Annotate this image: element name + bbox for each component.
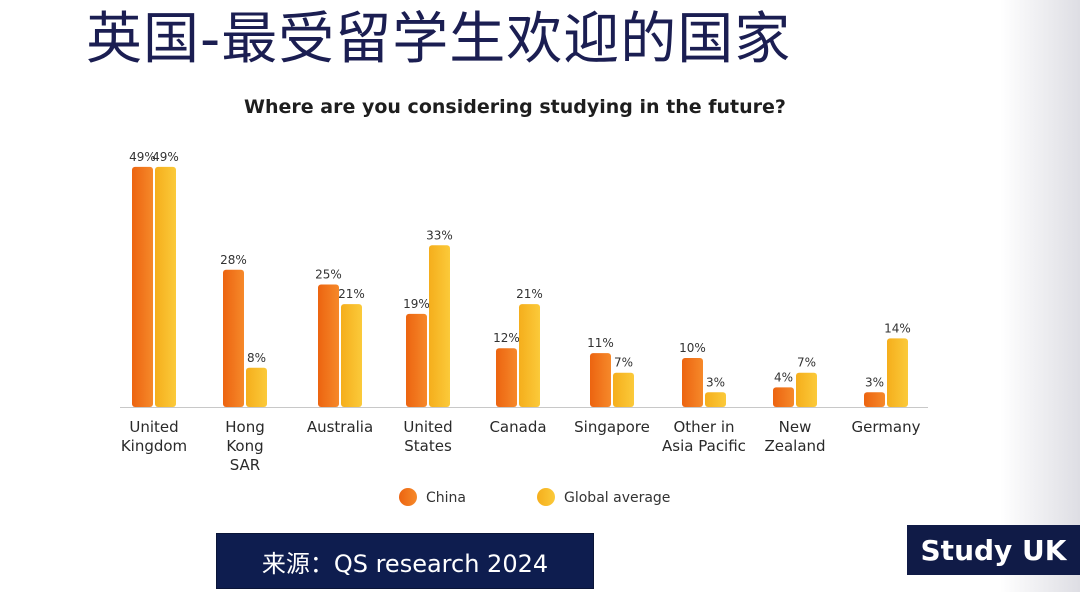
data-label-china-7: 10%	[679, 341, 706, 355]
bar-china-9	[864, 392, 885, 407]
bar-global-3	[341, 304, 362, 407]
category-label-7: Other in Asia Pacific	[662, 418, 746, 455]
slide-title: 英国-最受留学生欢迎的国家	[86, 7, 792, 72]
data-label-china-6: 11%	[587, 336, 614, 350]
source-caption: 来源：QS research 2024	[216, 533, 594, 589]
bar-china-7	[682, 358, 703, 407]
data-label-global-4: 33%	[426, 228, 453, 242]
chart-card: Where are you considering studying in th…	[90, 80, 948, 514]
data-label-china-1: 49%	[129, 150, 156, 164]
bar-china-5	[496, 348, 517, 407]
data-label-global-5: 21%	[516, 287, 543, 301]
category-label-5: Canada	[489, 418, 546, 436]
study-uk-logo: Study UK	[907, 525, 1080, 575]
data-label-global-2: 8%	[247, 351, 266, 365]
bar-global-2	[246, 367, 267, 407]
slide-edge-shade	[1000, 0, 1080, 592]
category-label-6: Singapore	[574, 418, 650, 436]
bar-china-4	[406, 313, 427, 407]
data-label-china-9: 3%	[865, 375, 884, 389]
bar-global-9	[887, 338, 908, 407]
bar-global-5	[519, 304, 540, 407]
category-label-4: United States	[403, 418, 452, 455]
bar-china-1	[132, 166, 153, 407]
category-label-3: Australia	[307, 418, 373, 436]
data-label-china-5: 12%	[493, 331, 520, 345]
category-label-2: Hong Kong SAR	[225, 418, 265, 474]
data-label-china-4: 19%	[403, 297, 430, 311]
bar-china-6	[590, 353, 611, 407]
bar-global-6	[613, 372, 634, 407]
legend-marker-china	[399, 488, 417, 506]
data-label-global-1: 49%	[152, 150, 179, 164]
data-label-global-3: 21%	[338, 287, 365, 301]
category-label-1: United Kingdom	[121, 418, 187, 455]
bar-chart: Where are you considering studying in th…	[120, 96, 928, 506]
legend-label-global: Global average	[564, 490, 670, 506]
bar-china-3	[318, 284, 339, 407]
data-label-global-9: 14%	[884, 321, 911, 335]
bar-china-8	[773, 387, 794, 407]
bar-global-8	[796, 372, 817, 407]
data-label-china-2: 28%	[220, 253, 247, 267]
data-label-china-8: 4%	[774, 370, 793, 384]
data-label-global-8: 7%	[797, 356, 816, 370]
bar-global-7	[705, 392, 726, 407]
chart-title: Where are you considering studying in th…	[244, 96, 786, 118]
category-label-8: New Zealand	[764, 418, 825, 455]
data-label-global-6: 7%	[614, 356, 633, 370]
bar-global-4	[429, 245, 450, 407]
data-label-global-7: 3%	[706, 375, 725, 389]
data-label-china-3: 25%	[315, 268, 342, 282]
bar-china-2	[223, 269, 244, 407]
legend-marker-global	[537, 488, 555, 506]
bar-global-1	[155, 166, 176, 407]
legend-label-china: China	[426, 490, 466, 506]
category-label-9: Germany	[852, 418, 921, 436]
